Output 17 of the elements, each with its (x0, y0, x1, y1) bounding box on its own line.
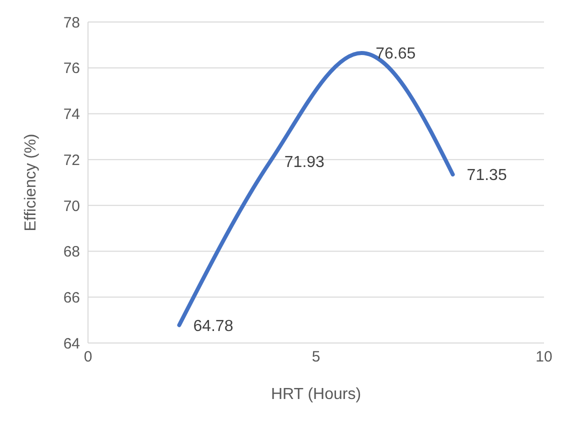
y-tick-label: 64 (63, 335, 80, 352)
y-tick-label: 68 (63, 244, 80, 261)
y-tick-label: 74 (63, 106, 80, 124)
data-label: 71.93 (284, 154, 325, 171)
y-tick-label: 70 (63, 198, 80, 215)
x-tick-label: 5 (312, 348, 320, 366)
x-tick-label: 0 (84, 348, 92, 366)
y-tick-label: 76 (63, 60, 80, 78)
y-tick-label: 78 (63, 14, 80, 32)
y-tick-label: 66 (63, 289, 80, 306)
data-label: 76.65 (376, 46, 416, 63)
y-axis-title: Efficiency (%) (22, 134, 40, 232)
x-axis-title: HRT (Hours) (270, 386, 362, 403)
y-tick-label: 72 (63, 152, 80, 169)
data-label: 71.35 (466, 167, 507, 184)
data-label: 64.78 (193, 318, 234, 335)
x-tick-label: 10 (536, 348, 552, 366)
